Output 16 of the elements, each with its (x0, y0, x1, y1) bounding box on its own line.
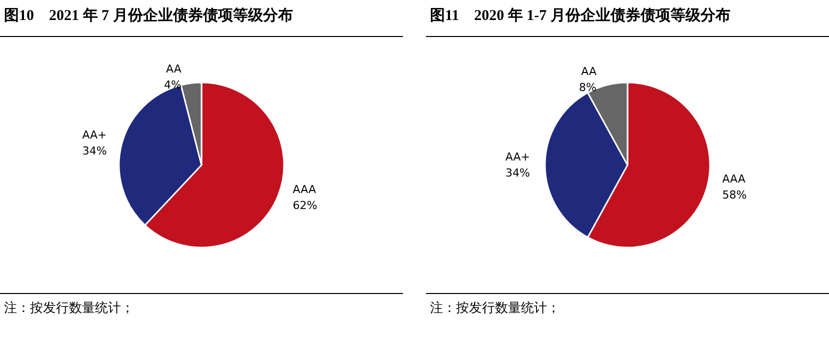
slice-label: AA+ (82, 128, 107, 142)
text: 注：按发行数量统计； (4, 299, 134, 317)
chart-title: 图11 2020 年 1-7 月份企业债券债项等级分布 (430, 6, 730, 25)
slice-label: AA+ (505, 150, 530, 164)
slice-label: AAA (722, 172, 746, 186)
chart-title: 图10 2021 年 7 月份企业债券债项等级分布 (4, 6, 293, 25)
slice-label: AAA (292, 183, 316, 196)
text: 注：按发行数量统计； (430, 299, 560, 317)
data-label: 34% (82, 144, 107, 158)
data-label: 58% (722, 188, 747, 202)
data-label: 8% (579, 80, 596, 94)
data-label: 62% (292, 199, 318, 212)
data-label: 34% (506, 166, 530, 180)
slice-label: AA (166, 62, 182, 76)
slice-label: AA (581, 64, 597, 78)
data-label: 4% (164, 78, 182, 92)
